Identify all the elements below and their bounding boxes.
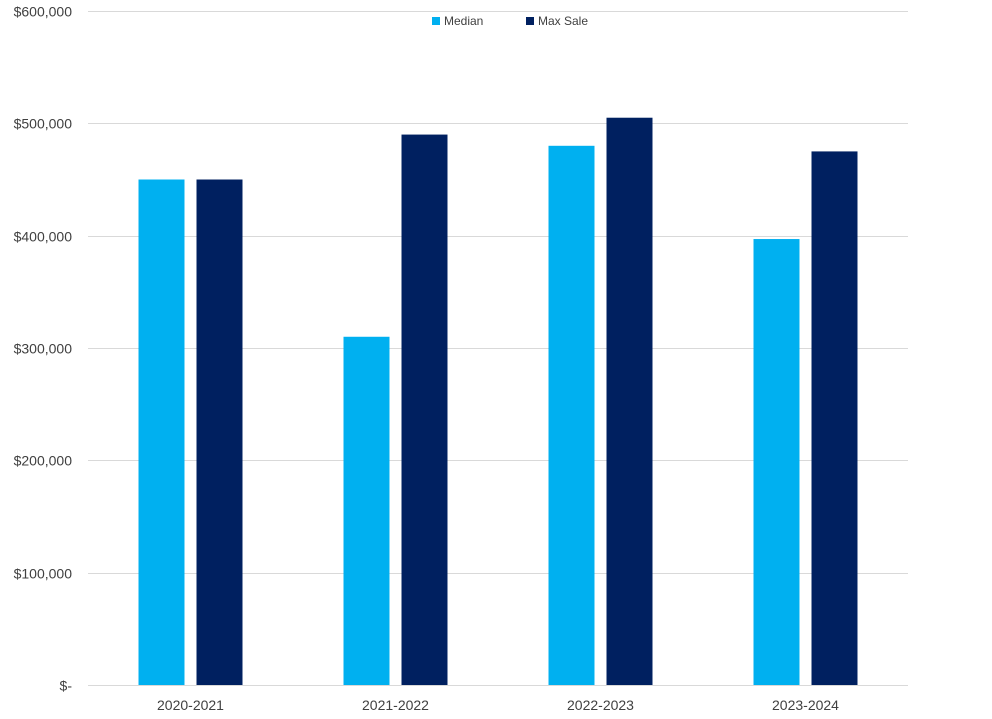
y-axis-tick-labels: $- $100,000 $200,000 $300,000 $400,000 $500,0… [14,4,73,694]
y-tick-label: $600,000 [14,4,73,20]
y-tick-label: $- [60,678,73,694]
bar-max-sale [606,117,653,685]
x-tick-label: 2021-2022 [362,697,429,713]
bars [138,117,858,686]
legend-swatch-median [432,17,440,25]
bar-median [138,179,185,685]
bar-max-sale [811,151,858,685]
y-tick-label: $500,000 [14,116,73,132]
bar-median [343,336,390,685]
bar-max-sale [401,134,448,686]
x-axis-tick-labels: 2020-2021 2021-2022 2022-2023 2023-2024 [157,697,839,713]
legend-label-max-sale: Max Sale [538,14,588,28]
y-tick-label: $100,000 [14,566,73,582]
legend: Median Max Sale [432,14,588,28]
y-tick-label: $400,000 [14,229,73,245]
bar-median [548,145,595,686]
y-tick-label: $300,000 [14,341,73,357]
x-tick-label: 2022-2023 [567,697,634,713]
bar-max-sale [196,179,243,685]
legend-swatch-max-sale [526,17,534,25]
x-tick-label: 2020-2021 [157,697,224,713]
legend-label-median: Median [444,14,483,28]
y-tick-label: $200,000 [14,453,73,469]
x-tick-label: 2023-2024 [772,697,839,713]
bar-median [753,239,800,685]
